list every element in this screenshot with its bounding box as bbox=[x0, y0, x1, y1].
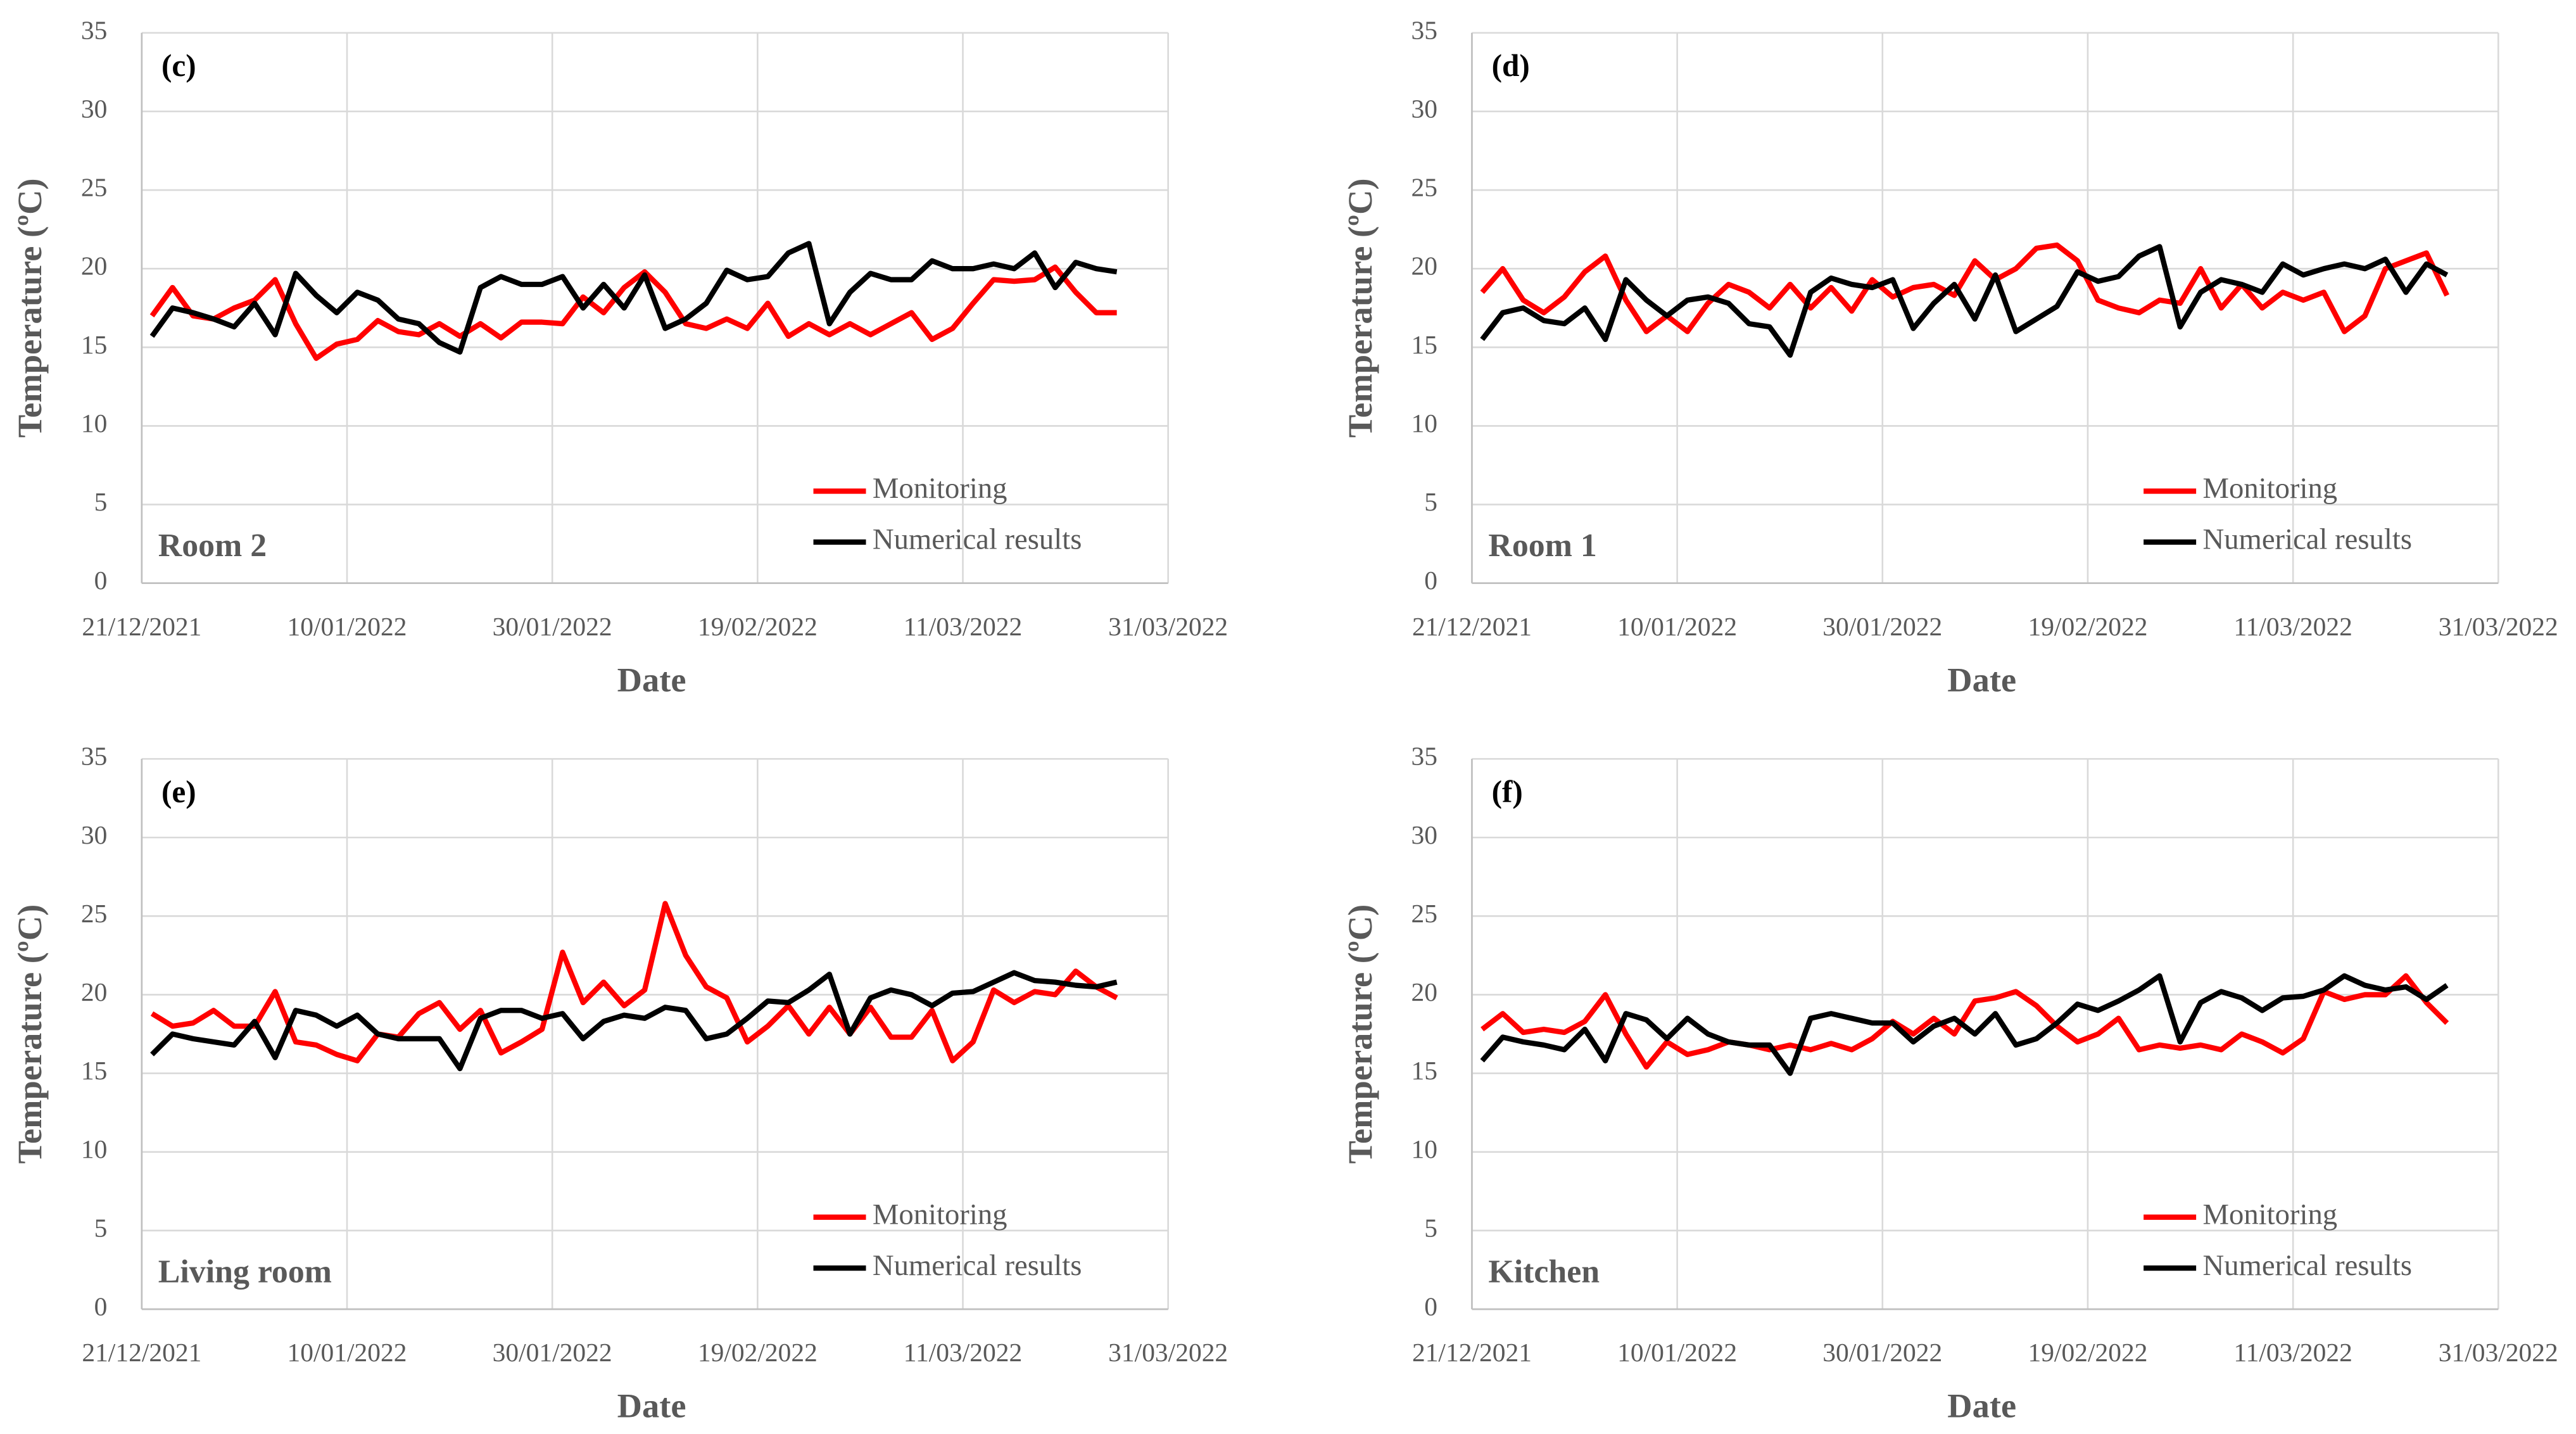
y-tick-label: 25 bbox=[1411, 173, 1437, 202]
x-tick-label: 11/03/2022 bbox=[2233, 1338, 2352, 1367]
x-tick-label: 10/01/2022 bbox=[1617, 1338, 1737, 1367]
x-tick-label: 19/02/2022 bbox=[698, 1338, 818, 1367]
room-label: Kitchen bbox=[1488, 1253, 1600, 1290]
panel: 0 5 10 15 20 25 30 35 21/12/2021 10/01/2022 30/01/… bbox=[10, 742, 1228, 1425]
panel: 0 5 10 15 20 25 30 35 21/12/2021 10/01/2022 30/01/… bbox=[1341, 742, 2558, 1425]
x-tick-label: 11/03/2022 bbox=[2233, 612, 2352, 641]
panel-label: (e) bbox=[161, 774, 196, 809]
panel-label: (f) bbox=[1492, 774, 1523, 809]
data-line bbox=[1480, 244, 2449, 358]
y-tick-label: 20 bbox=[81, 251, 107, 281]
x-tick-label: 21/12/2021 bbox=[1412, 1338, 1532, 1367]
x-axis-title: Date bbox=[617, 660, 686, 699]
x-tick-label: 30/01/2022 bbox=[493, 612, 612, 641]
x-tick-label: 11/03/2022 bbox=[904, 612, 1022, 641]
panel-label: (d) bbox=[1492, 48, 1530, 83]
y-tick-label: 35 bbox=[1411, 742, 1437, 771]
x-tick-label: 30/01/2022 bbox=[1822, 612, 1942, 641]
y-tick-label: 35 bbox=[81, 15, 107, 44]
x-tick-label: 10/01/2022 bbox=[287, 612, 407, 641]
y-tick-label: 5 bbox=[94, 487, 108, 516]
panel-label: (c) bbox=[161, 48, 196, 83]
y-tick-label: 10 bbox=[1411, 1134, 1437, 1164]
y-tick-label: 15 bbox=[1411, 330, 1437, 359]
y-tick-label: 35 bbox=[1411, 15, 1437, 44]
y-tick-label: 0 bbox=[1424, 566, 1437, 595]
panel: 0 5 10 15 20 25 30 35 21/12/2021 10/01/2022 30/01/… bbox=[1341, 15, 2558, 699]
x-tick-label: 21/12/2021 bbox=[1412, 612, 1532, 641]
y-tick-label: 25 bbox=[81, 899, 107, 928]
y-tick-label: 0 bbox=[1424, 1291, 1437, 1321]
y-tick-label: 30 bbox=[1411, 94, 1437, 123]
y-tick-label: 10 bbox=[1411, 409, 1437, 438]
legend-label: Numerical results bbox=[873, 1249, 1082, 1282]
room-label: Room 2 bbox=[158, 528, 267, 564]
x-tick-label: 10/01/2022 bbox=[1617, 612, 1737, 641]
x-tick-label: 31/03/2022 bbox=[2439, 1338, 2558, 1367]
y-tick-label: 0 bbox=[94, 1291, 108, 1321]
data-line bbox=[1481, 973, 2449, 1070]
y-tick-label: 20 bbox=[81, 977, 107, 1006]
y-axis-title: Temperature (ºC) bbox=[1341, 904, 1379, 1164]
y-tick-label: 30 bbox=[1411, 820, 1437, 849]
legend-label: Numerical results bbox=[873, 523, 1082, 556]
x-tick-label: 19/02/2022 bbox=[2028, 1338, 2147, 1367]
x-axis-title: Date bbox=[1947, 660, 2016, 699]
y-tick-label: 20 bbox=[1411, 251, 1437, 281]
legend-label: Monitoring bbox=[873, 1198, 1007, 1231]
data-line bbox=[1480, 242, 2449, 334]
x-tick-label: 10/01/2022 bbox=[287, 1338, 407, 1367]
data-line bbox=[150, 970, 1118, 1072]
y-tick-label: 35 bbox=[81, 742, 107, 771]
y-tick-label: 0 bbox=[94, 566, 108, 595]
panel: 0 5 10 15 20 25 30 35 21/12/2021 10/01/2022 30/01/… bbox=[10, 15, 1228, 699]
y-axis-title: Temperature (ºC) bbox=[10, 904, 49, 1164]
y-tick-label: 5 bbox=[94, 1213, 108, 1242]
y-tick-label: 5 bbox=[1424, 1213, 1437, 1242]
x-tick-label: 11/03/2022 bbox=[904, 1338, 1022, 1367]
x-tick-label: 30/01/2022 bbox=[493, 1338, 612, 1367]
data-line bbox=[1480, 973, 2449, 1076]
y-tick-label: 30 bbox=[81, 94, 107, 123]
legend-label: Monitoring bbox=[873, 472, 1007, 505]
x-tick-label: 19/02/2022 bbox=[698, 612, 818, 641]
x-tick-label: 31/03/2022 bbox=[2439, 612, 2558, 641]
y-tick-label: 25 bbox=[81, 173, 107, 202]
x-tick-label: 30/01/2022 bbox=[1822, 1338, 1942, 1367]
y-tick-label: 30 bbox=[81, 820, 107, 849]
legend-label: Numerical results bbox=[2202, 1249, 2412, 1282]
x-axis-title: Date bbox=[617, 1386, 686, 1425]
legend-label: Monitoring bbox=[2202, 472, 2337, 505]
y-tick-label: 15 bbox=[81, 330, 107, 359]
y-tick-label: 25 bbox=[1411, 899, 1437, 928]
room-label: Living room bbox=[158, 1253, 332, 1290]
y-axis-title: Temperature (ºC) bbox=[1341, 178, 1379, 438]
y-axis-title: Temperature (ºC) bbox=[10, 178, 49, 438]
y-tick-label: 10 bbox=[81, 1134, 107, 1164]
y-tick-label: 10 bbox=[81, 409, 107, 438]
data-line bbox=[149, 241, 1118, 355]
data-line bbox=[150, 901, 1118, 1063]
y-tick-label: 15 bbox=[81, 1056, 107, 1085]
data-line bbox=[149, 264, 1117, 361]
x-tick-label: 31/03/2022 bbox=[1108, 612, 1228, 641]
x-tick-label: 21/12/2021 bbox=[82, 1338, 201, 1367]
y-tick-label: 15 bbox=[1411, 1056, 1437, 1085]
x-axis-title: Date bbox=[1947, 1386, 2016, 1425]
room-label: Room 1 bbox=[1488, 528, 1596, 564]
legend-label: Numerical results bbox=[2202, 523, 2412, 556]
x-tick-label: 31/03/2022 bbox=[1108, 1338, 1228, 1367]
x-tick-label: 19/02/2022 bbox=[2028, 612, 2147, 641]
legend-label: Monitoring bbox=[2202, 1198, 2337, 1231]
y-tick-label: 5 bbox=[1424, 487, 1437, 516]
y-tick-label: 20 bbox=[1411, 977, 1437, 1006]
x-tick-label: 21/12/2021 bbox=[82, 612, 201, 641]
